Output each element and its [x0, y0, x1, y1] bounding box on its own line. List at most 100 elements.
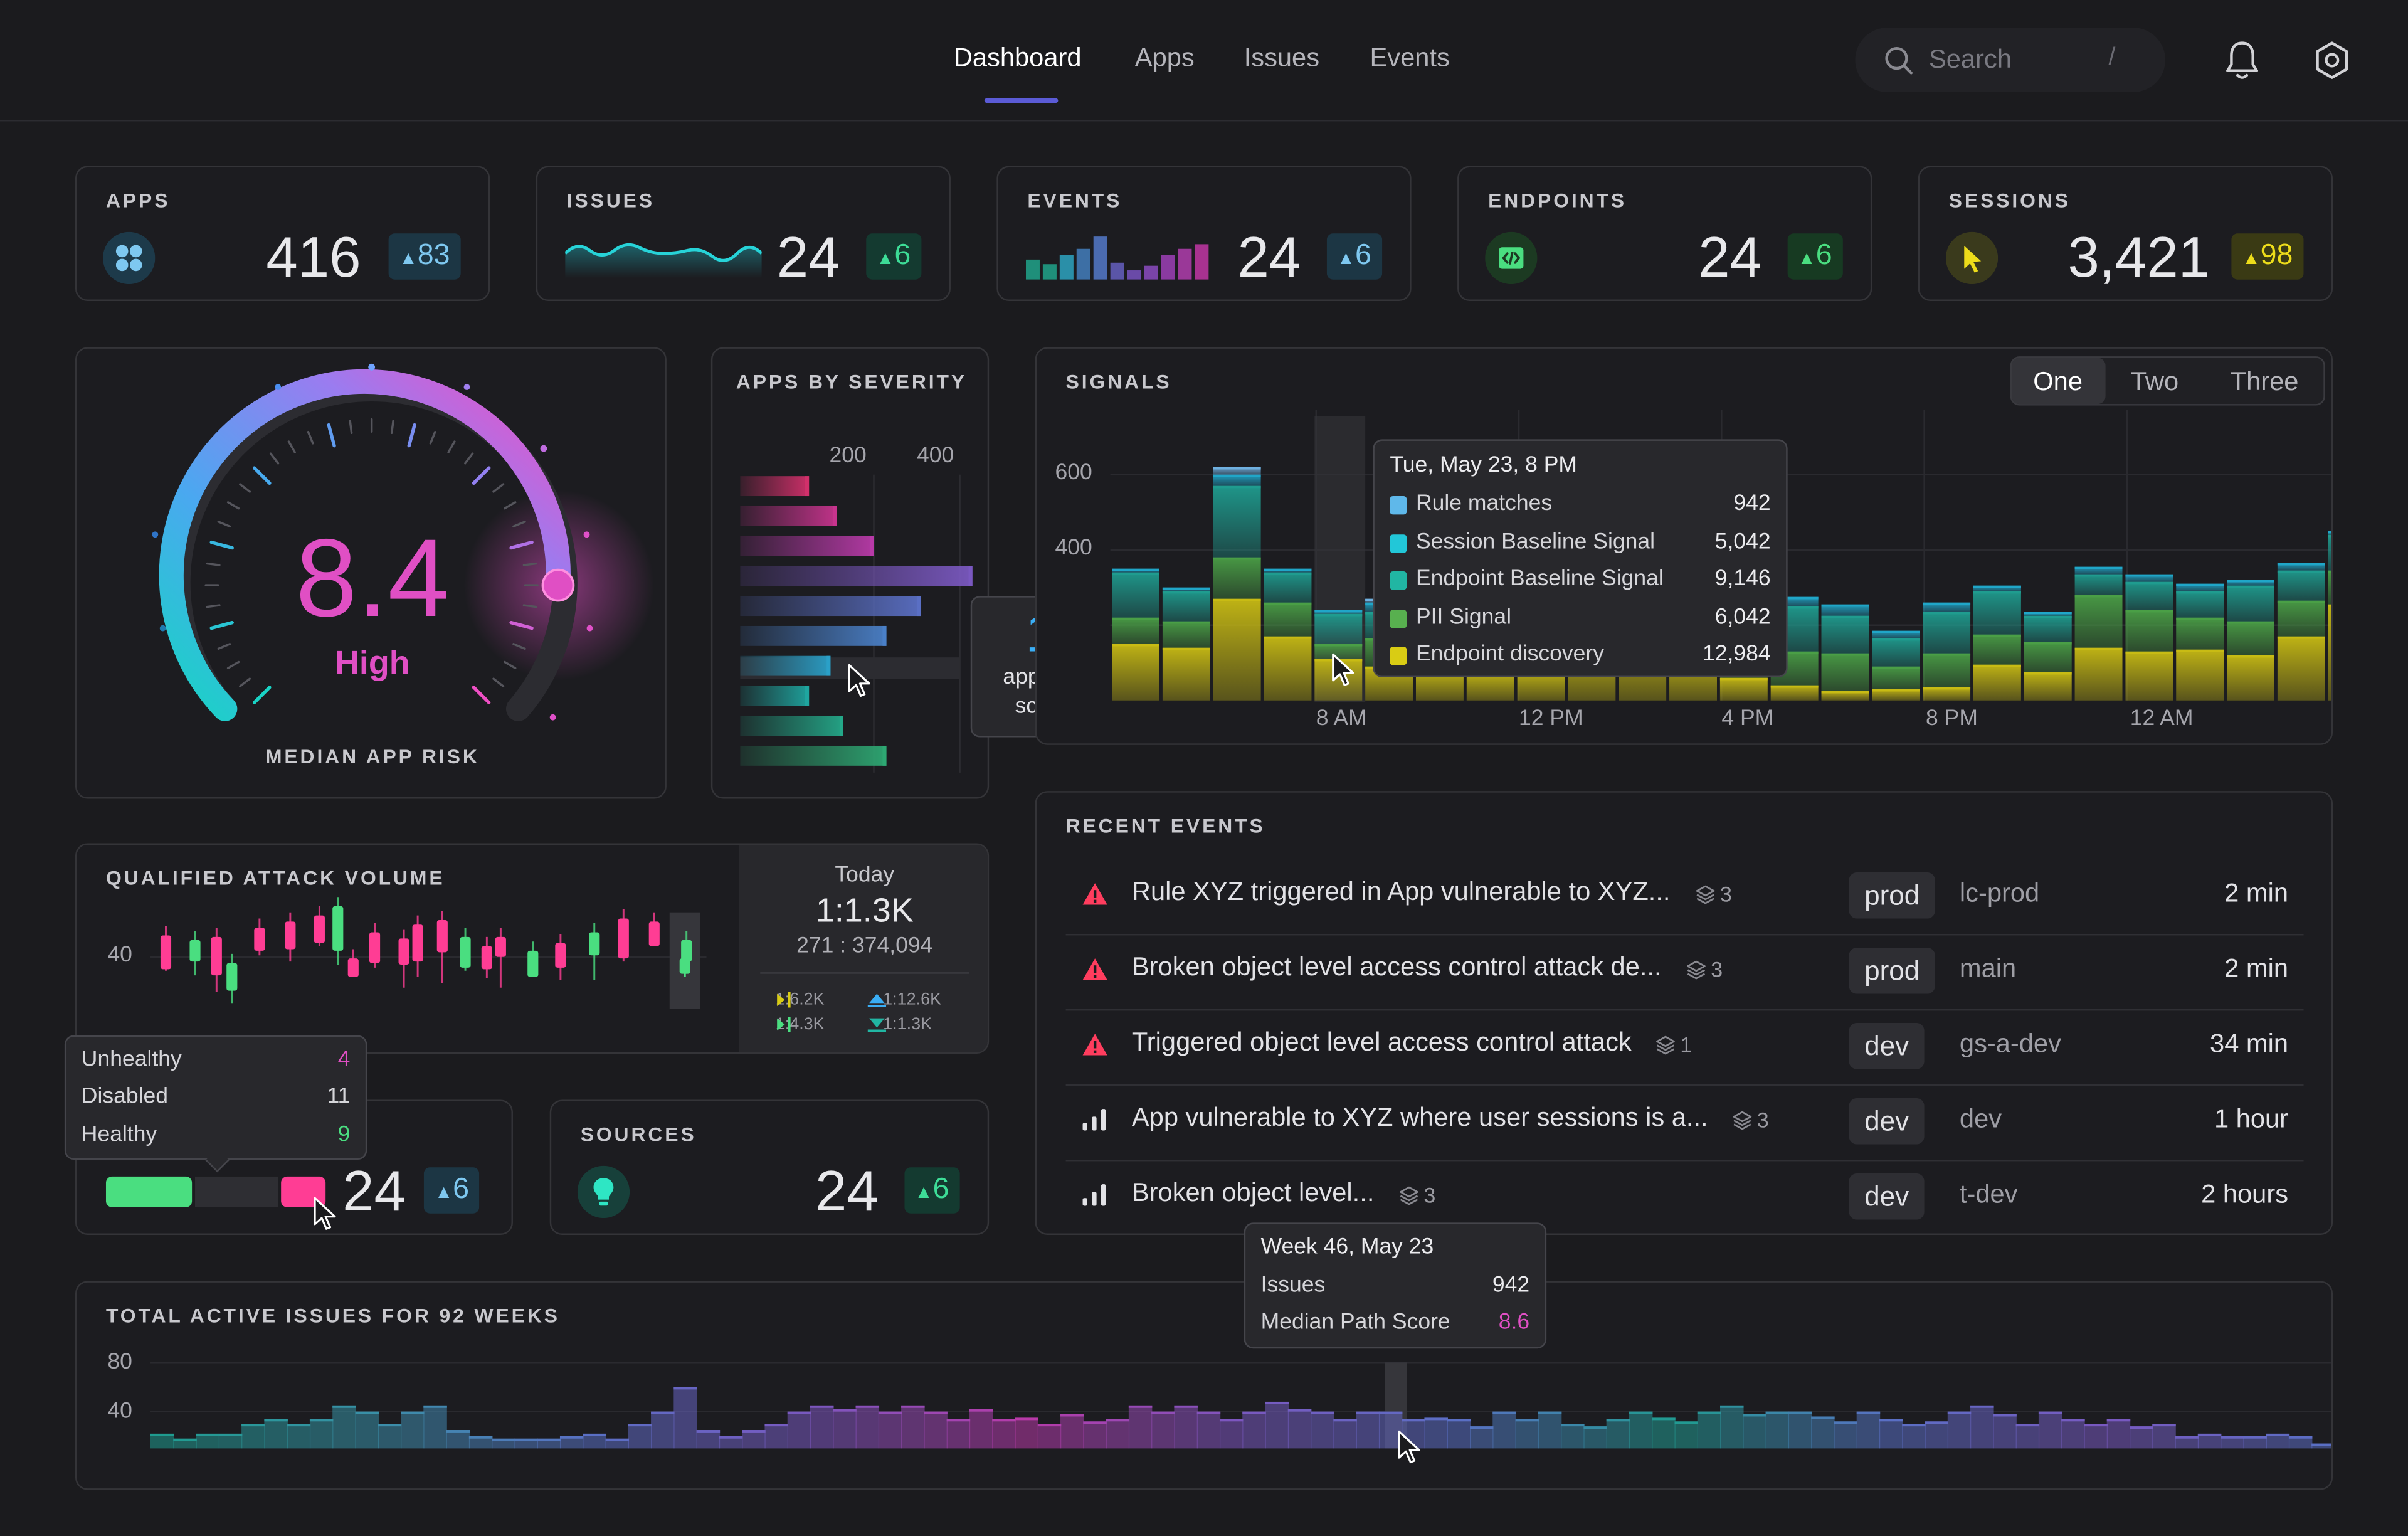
- severity-bar[interactable]: [740, 745, 887, 766]
- issues-bar[interactable]: [651, 1411, 675, 1449]
- candle-body[interactable]: [618, 918, 629, 959]
- issues-bar[interactable]: [1902, 1424, 1926, 1449]
- candle-body[interactable]: [398, 938, 409, 965]
- issues-bar[interactable]: [1447, 1419, 1471, 1449]
- event-row[interactable]: App vulnerable to XYZ where user session…: [1065, 1084, 2304, 1162]
- issues-bar[interactable]: [264, 1419, 288, 1449]
- issues-bar[interactable]: [742, 1430, 766, 1449]
- candle-body[interactable]: [495, 936, 506, 957]
- signals-bar-segment[interactable]: [2074, 574, 2123, 595]
- issues-bar[interactable]: [1765, 1411, 1790, 1449]
- severity-bar[interactable]: [740, 506, 837, 526]
- signals-bar-segment[interactable]: [1213, 474, 1261, 486]
- issues-bar[interactable]: [901, 1405, 925, 1449]
- issues-bar[interactable]: [1174, 1405, 1198, 1449]
- settings-hexagon-icon[interactable]: [2313, 40, 2351, 82]
- candle-body[interactable]: [527, 950, 539, 977]
- signals-bar-segment[interactable]: [2277, 636, 2325, 701]
- issues-bar[interactable]: [1106, 1419, 1130, 1449]
- stat-card-apps[interactable]: APPS 416 ▲83: [75, 166, 490, 302]
- signals-bar-segment[interactable]: [2125, 651, 2173, 701]
- issues-bar[interactable]: [1652, 1417, 1676, 1449]
- search-input[interactable]: Search /: [1855, 28, 2166, 92]
- issues-bar[interactable]: [423, 1405, 447, 1449]
- signals-bar-segment[interactable]: [2277, 600, 2325, 637]
- signals-bar-segment[interactable]: [2125, 581, 2173, 610]
- signals-bar-segment[interactable]: [1162, 621, 1210, 648]
- signals-bar-segment[interactable]: [1973, 591, 2021, 635]
- signals-bar-segment[interactable]: [1264, 636, 1312, 701]
- issues-bar[interactable]: [2152, 1424, 2176, 1449]
- severity-bar[interactable]: [740, 625, 887, 646]
- issues-bar[interactable]: [719, 1436, 743, 1449]
- issues-bar[interactable]: [1538, 1411, 1562, 1449]
- issues-bar[interactable]: [1811, 1416, 1835, 1449]
- event-row[interactable]: Broken object level access control attac…: [1065, 934, 2304, 1011]
- issues-bar[interactable]: [2106, 1419, 2131, 1449]
- signals-bar-segment[interactable]: [1719, 677, 1768, 701]
- issues-bar[interactable]: [878, 1411, 902, 1449]
- issues-bar[interactable]: [810, 1405, 834, 1449]
- sources-card[interactable]: SOURCES 24 ▲6: [549, 1099, 990, 1235]
- signals-bar-segment[interactable]: [2328, 534, 2333, 571]
- issues-bar[interactable]: [2311, 1443, 2333, 1449]
- candle-body[interactable]: [189, 940, 201, 962]
- issues-bar[interactable]: [1265, 1401, 1289, 1449]
- issues-bar[interactable]: [218, 1433, 243, 1449]
- issues-bar[interactable]: [833, 1409, 857, 1449]
- signals-bar-segment[interactable]: [2024, 672, 2072, 701]
- candle-body[interactable]: [285, 921, 296, 950]
- issues-bar[interactable]: [2266, 1433, 2290, 1449]
- signals-bar-segment[interactable]: [2024, 615, 2072, 642]
- issues-bar[interactable]: [992, 1419, 1016, 1449]
- issues-bar[interactable]: [605, 1438, 630, 1449]
- candle-body[interactable]: [589, 932, 600, 956]
- environment-badge[interactable]: prod: [1849, 872, 1935, 919]
- issues-bar[interactable]: [583, 1433, 606, 1449]
- signals-bar-segment[interactable]: [1264, 572, 1312, 603]
- issues-bar[interactable]: [1242, 1411, 1266, 1449]
- signals-bar-segment[interactable]: [1213, 485, 1261, 558]
- nav-dashboard[interactable]: Dashboard: [953, 43, 1082, 73]
- tab-one[interactable]: One: [2033, 367, 2083, 396]
- candle-body[interactable]: [314, 915, 325, 943]
- signals-bar-segment[interactable]: [2227, 585, 2274, 622]
- issues-bar[interactable]: [1356, 1411, 1380, 1449]
- signals-bar-segment[interactable]: [1213, 557, 1261, 599]
- signals-bar-segment[interactable]: [2277, 570, 2325, 601]
- signals-bar-segment[interactable]: [2176, 591, 2224, 618]
- issues-bar[interactable]: [468, 1436, 493, 1449]
- issues-bar[interactable]: [1492, 1411, 1516, 1449]
- signals-bar-segment[interactable]: [1264, 602, 1312, 637]
- issues-bar[interactable]: [1674, 1421, 1698, 1449]
- signals-bar-segment[interactable]: [2328, 604, 2333, 701]
- issues-bar[interactable]: [332, 1405, 356, 1449]
- issues-bar[interactable]: [196, 1433, 220, 1449]
- issues-bar[interactable]: [1219, 1419, 1244, 1449]
- tab-three[interactable]: Three: [2230, 367, 2299, 396]
- environment-badge[interactable]: dev: [1849, 1098, 1925, 1145]
- signals-bar-segment[interactable]: [2227, 655, 2274, 701]
- nav-apps[interactable]: Apps: [1134, 43, 1195, 73]
- signals-bar-segment[interactable]: [1112, 617, 1159, 644]
- event-row[interactable]: Triggered object level access control at…: [1065, 1009, 2304, 1086]
- signals-bar-segment[interactable]: [2227, 580, 2274, 586]
- stat-card-issues[interactable]: ISSUES 24 ▲6: [536, 166, 951, 302]
- candle-body[interactable]: [481, 946, 492, 970]
- issues-bar[interactable]: [1311, 1411, 1334, 1449]
- candle-body[interactable]: [412, 924, 423, 962]
- issues-bar[interactable]: [2175, 1436, 2199, 1449]
- tab-two[interactable]: Two: [2130, 367, 2179, 396]
- issues-bar[interactable]: [1196, 1411, 1221, 1449]
- candle-body[interactable]: [681, 940, 692, 962]
- signals-bar-segment[interactable]: [2328, 570, 2333, 605]
- nav-events[interactable]: Events: [1370, 43, 1450, 73]
- issues-bar[interactable]: [1856, 1411, 1881, 1449]
- issues-bar[interactable]: [1834, 1421, 1857, 1449]
- issues-bar[interactable]: [2015, 1424, 2040, 1449]
- candle-body[interactable]: [226, 963, 238, 991]
- issues-bar[interactable]: [1037, 1424, 1062, 1449]
- issues-bar[interactable]: [1561, 1424, 1585, 1449]
- stat-card-events[interactable]: EVENTS 24 ▲6: [996, 166, 1412, 302]
- severity-bar[interactable]: [740, 686, 810, 706]
